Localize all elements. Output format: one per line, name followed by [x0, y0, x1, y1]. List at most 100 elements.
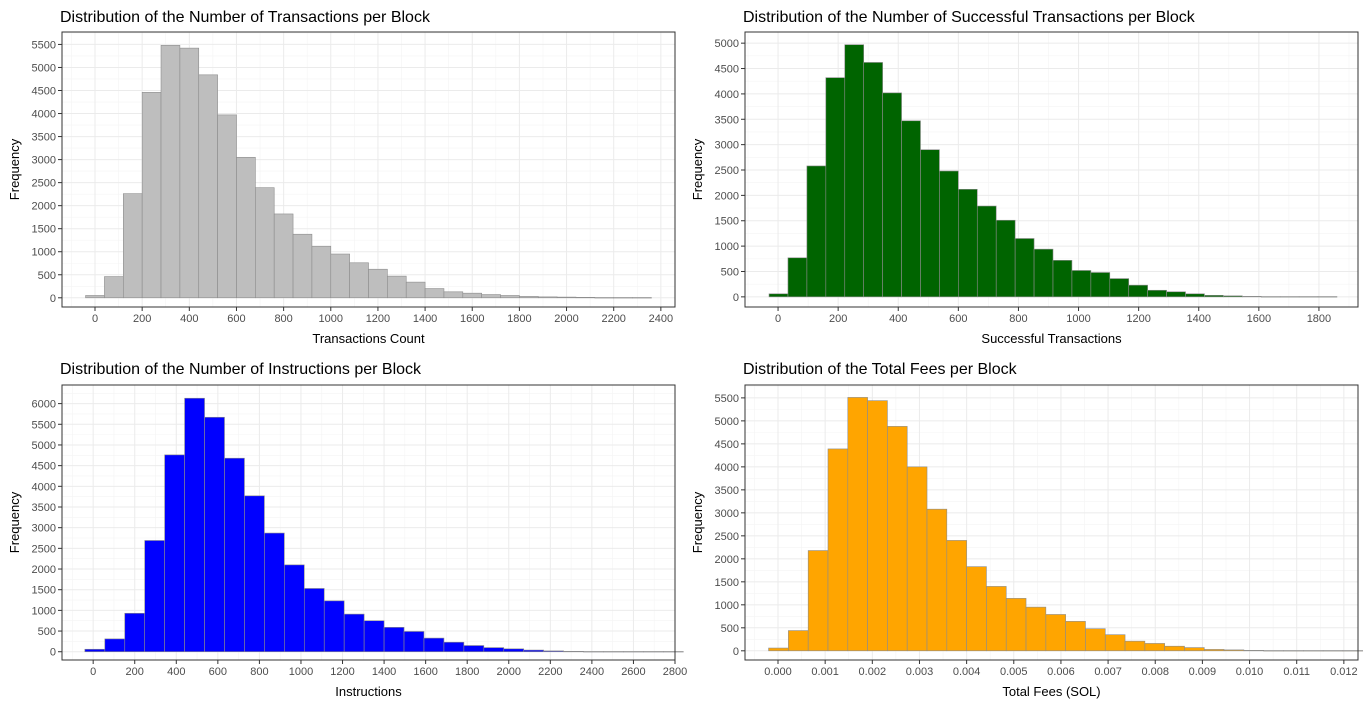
x-tick-label: 1600 [413, 666, 437, 678]
x-tick-label: 200 [133, 313, 151, 325]
x-tick-label: 0.002 [859, 666, 887, 678]
y-tick-label: 6000 [32, 399, 56, 411]
x-tick-label: 0.004 [953, 666, 981, 678]
panel-transactions: 0 200 400 600 800 1000 1200 1400 1600 1800 2000 220… [7, 9, 676, 346]
y-tick-label: 4000 [715, 462, 739, 474]
y-axis-title: Frequency [7, 138, 22, 200]
panel-total-fees: 0.000 0.001 0.002 0.003 0.004 0.005 0.006 0.007… [690, 361, 1364, 699]
y-tick-label: 2000 [715, 190, 739, 202]
y-tick-label: 2500 [715, 531, 739, 543]
histogram-bar [827, 448, 849, 652]
histogram-bar [84, 648, 106, 653]
y-tick-label: 3500 [32, 132, 56, 144]
histogram-bar [292, 233, 313, 299]
y-tick-label: 1500 [715, 216, 739, 228]
histogram-bar [995, 219, 1016, 298]
y-tick-label: 5000 [715, 38, 739, 50]
histogram-bar [966, 566, 987, 652]
histogram-bar [1052, 260, 1073, 298]
histogram-bar [867, 400, 888, 652]
histogram-bar [443, 641, 465, 653]
histogram-bar [1071, 270, 1092, 298]
histogram-bar [1144, 643, 1165, 652]
histogram-bar [1223, 295, 1243, 298]
y-tick-label: 1000 [32, 247, 56, 259]
histogram-bar [236, 156, 256, 299]
histogram-bar [603, 651, 624, 653]
chart-title: Distribution of the Number of Instructio… [60, 361, 422, 378]
histogram-bar [503, 648, 525, 653]
histogram-bar [141, 92, 162, 299]
x-tick-label: 600 [209, 666, 227, 678]
x-tick-label: 800 [250, 666, 268, 678]
histogram-bar [123, 193, 143, 299]
histogram-bar [768, 647, 789, 652]
histogram-bar [1279, 296, 1300, 298]
histogram-bar [1223, 649, 1245, 652]
y-tick-label: 2500 [32, 178, 56, 190]
y-tick-label: 500 [721, 266, 739, 278]
histogram-bar [124, 612, 146, 653]
histogram-bar [383, 627, 405, 653]
x-tick-label: 0 [90, 666, 96, 678]
histogram-bar [1085, 628, 1106, 652]
histogram-bar [1204, 295, 1224, 298]
panel-border [744, 384, 1359, 661]
histogram-bar [483, 647, 505, 653]
histogram-bar [1260, 296, 1281, 298]
histogram-bar [920, 149, 940, 298]
histogram-bar [1128, 284, 1148, 298]
y-tick-label: 4500 [32, 86, 56, 98]
histogram-bar [405, 281, 426, 299]
y-tick-label: 500 [38, 270, 56, 282]
y-axis-title: Frequency [690, 138, 705, 200]
histogram-bar [463, 645, 485, 653]
histogram-bar [311, 245, 332, 299]
histogram-bar [1185, 293, 1205, 298]
y-tick-label: 3000 [715, 508, 739, 520]
y-axis-title: Frequency [7, 491, 22, 553]
x-tick-label: 400 [167, 666, 185, 678]
x-tick-label: 0 [775, 313, 781, 325]
y-tick-label: 3000 [715, 140, 739, 152]
histogram-bar [519, 296, 539, 299]
y-tick-label: 5500 [32, 419, 56, 431]
histogram-bar [184, 397, 205, 653]
histogram-bar [343, 613, 365, 653]
histogram-bar [1104, 634, 1126, 652]
x-tick-label: 600 [949, 313, 967, 325]
y-tick-label: 2500 [32, 543, 56, 555]
histogram-bar [613, 297, 633, 299]
x-axis-title: Instructions [335, 684, 402, 699]
histogram-bar [104, 638, 126, 653]
histogram-bar [1147, 289, 1167, 298]
y-tick-label: 0 [733, 292, 739, 304]
y-axis-title: Frequency [690, 491, 705, 553]
x-tick-label: 2400 [649, 313, 673, 325]
x-axis-title: Successful Transactions [981, 331, 1122, 346]
histogram-bar [217, 114, 237, 299]
histogram-bar [1124, 640, 1146, 652]
x-axis-title: Total Fees (SOL) [1002, 684, 1100, 699]
histogram-bar [363, 620, 385, 653]
chart-title: Distribution of the Number of Successful… [743, 9, 1196, 26]
histogram-bar [244, 495, 265, 653]
histogram-bar [787, 257, 808, 298]
x-tick-label: 1800 [455, 666, 479, 678]
histogram-bar [500, 295, 520, 299]
histogram-bar [958, 188, 978, 298]
histogram-bar [198, 74, 218, 299]
y-tick-label: 5000 [715, 416, 739, 428]
x-tick-label: 0.001 [811, 666, 839, 678]
histogram-bar [906, 466, 928, 652]
histogram-bar [1263, 650, 1284, 652]
x-axis-title: Transactions Count [312, 331, 425, 346]
histogram-bar [1025, 606, 1047, 652]
x-tick-label: 0.007 [1094, 666, 1122, 678]
y-tick-label: 2000 [32, 564, 56, 576]
x-tick-label: 0.005 [1000, 666, 1028, 678]
y-tick-label: 0 [50, 293, 56, 305]
histogram-bar [844, 44, 864, 298]
histogram-bar [1303, 650, 1324, 652]
